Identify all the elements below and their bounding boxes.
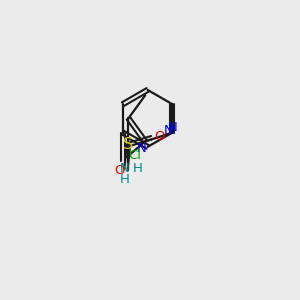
Text: N: N: [164, 124, 173, 137]
Text: H: H: [120, 173, 130, 186]
Text: N: N: [136, 142, 146, 155]
Text: S: S: [123, 137, 134, 152]
Text: H: H: [133, 162, 142, 175]
Text: N: N: [120, 162, 129, 175]
Text: O: O: [154, 130, 165, 142]
Text: Cl: Cl: [128, 149, 141, 162]
Text: N: N: [168, 121, 178, 134]
Text: O: O: [114, 164, 124, 177]
